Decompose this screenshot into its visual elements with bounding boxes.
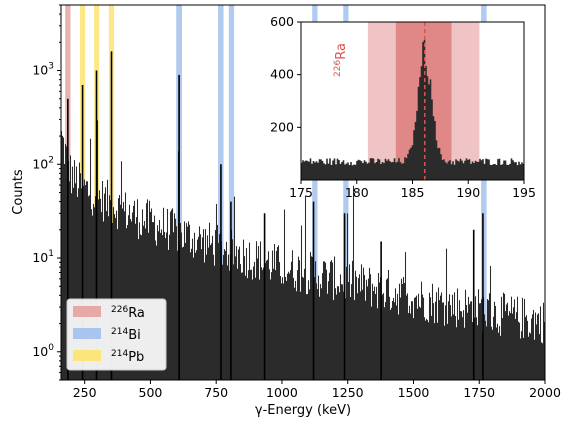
legend-label-bi: 214Bi bbox=[111, 327, 141, 343]
x-tick-label-1750: 1750 bbox=[463, 385, 495, 400]
inset-x-axis-ticks: 175 180 185 190 195 bbox=[289, 180, 536, 200]
x-tick-label-250: 250 bbox=[73, 385, 97, 400]
y-tick-label-0: 100 bbox=[32, 343, 54, 359]
band-bi-214-8 bbox=[343, 5, 349, 380]
y-tick-label-3: 103 bbox=[32, 62, 54, 78]
legend-swatch-ra bbox=[73, 306, 101, 317]
legend-label-pb: 214Pb bbox=[111, 349, 144, 365]
band-bi-214-6 bbox=[228, 5, 235, 380]
legend-swatch-bi bbox=[73, 328, 101, 339]
y-axis-label: Counts bbox=[11, 169, 26, 215]
x-tick-label-500: 500 bbox=[139, 385, 163, 400]
inset-isotope-annotation: 226Ra bbox=[333, 43, 349, 77]
inset-y-tick-label-200: 200 bbox=[270, 119, 294, 134]
band-bi-214-9 bbox=[481, 5, 487, 380]
legend-label-ra: 226Ra bbox=[111, 305, 145, 321]
y-tick-label-2: 102 bbox=[32, 155, 54, 171]
y-axis-ticks: 100 101 102 103 bbox=[32, 4, 61, 381]
legend: 226Ra 214Bi 214Pb bbox=[66, 298, 167, 371]
y-tick-label-1: 101 bbox=[32, 249, 54, 265]
x-tick-label-1000: 1000 bbox=[266, 385, 298, 400]
inset-x-tick-label-195: 195 bbox=[512, 185, 536, 200]
inset-x-tick-label-185: 185 bbox=[401, 185, 425, 200]
band-bi-214-7 bbox=[312, 5, 318, 380]
x-tick-label-1500: 1500 bbox=[398, 385, 430, 400]
inset-y-tick-label-400: 400 bbox=[270, 67, 294, 82]
inset-x-tick-label-175: 175 bbox=[289, 185, 313, 200]
x-tick-label-750: 750 bbox=[204, 385, 228, 400]
x-tick-label-1250: 1250 bbox=[332, 385, 364, 400]
legend-swatch-pb bbox=[73, 350, 101, 361]
x-axis-ticks: 250 500 750 1000 1250 1500 1750 2000 bbox=[73, 380, 561, 400]
inset-zoom-plot: 175 180 185 190 195 200 400 600 226Ra bbox=[270, 14, 536, 200]
inset-y-tick-label-600: 600 bbox=[270, 14, 294, 29]
inset-x-tick-label-190: 190 bbox=[456, 185, 480, 200]
x-tick-label-2000: 2000 bbox=[529, 385, 561, 400]
inset-x-tick-label-180: 180 bbox=[345, 185, 369, 200]
x-axis-label: γ-Energy (keV) bbox=[255, 403, 351, 418]
inset-y-axis-ticks: 200 400 600 bbox=[270, 14, 301, 134]
